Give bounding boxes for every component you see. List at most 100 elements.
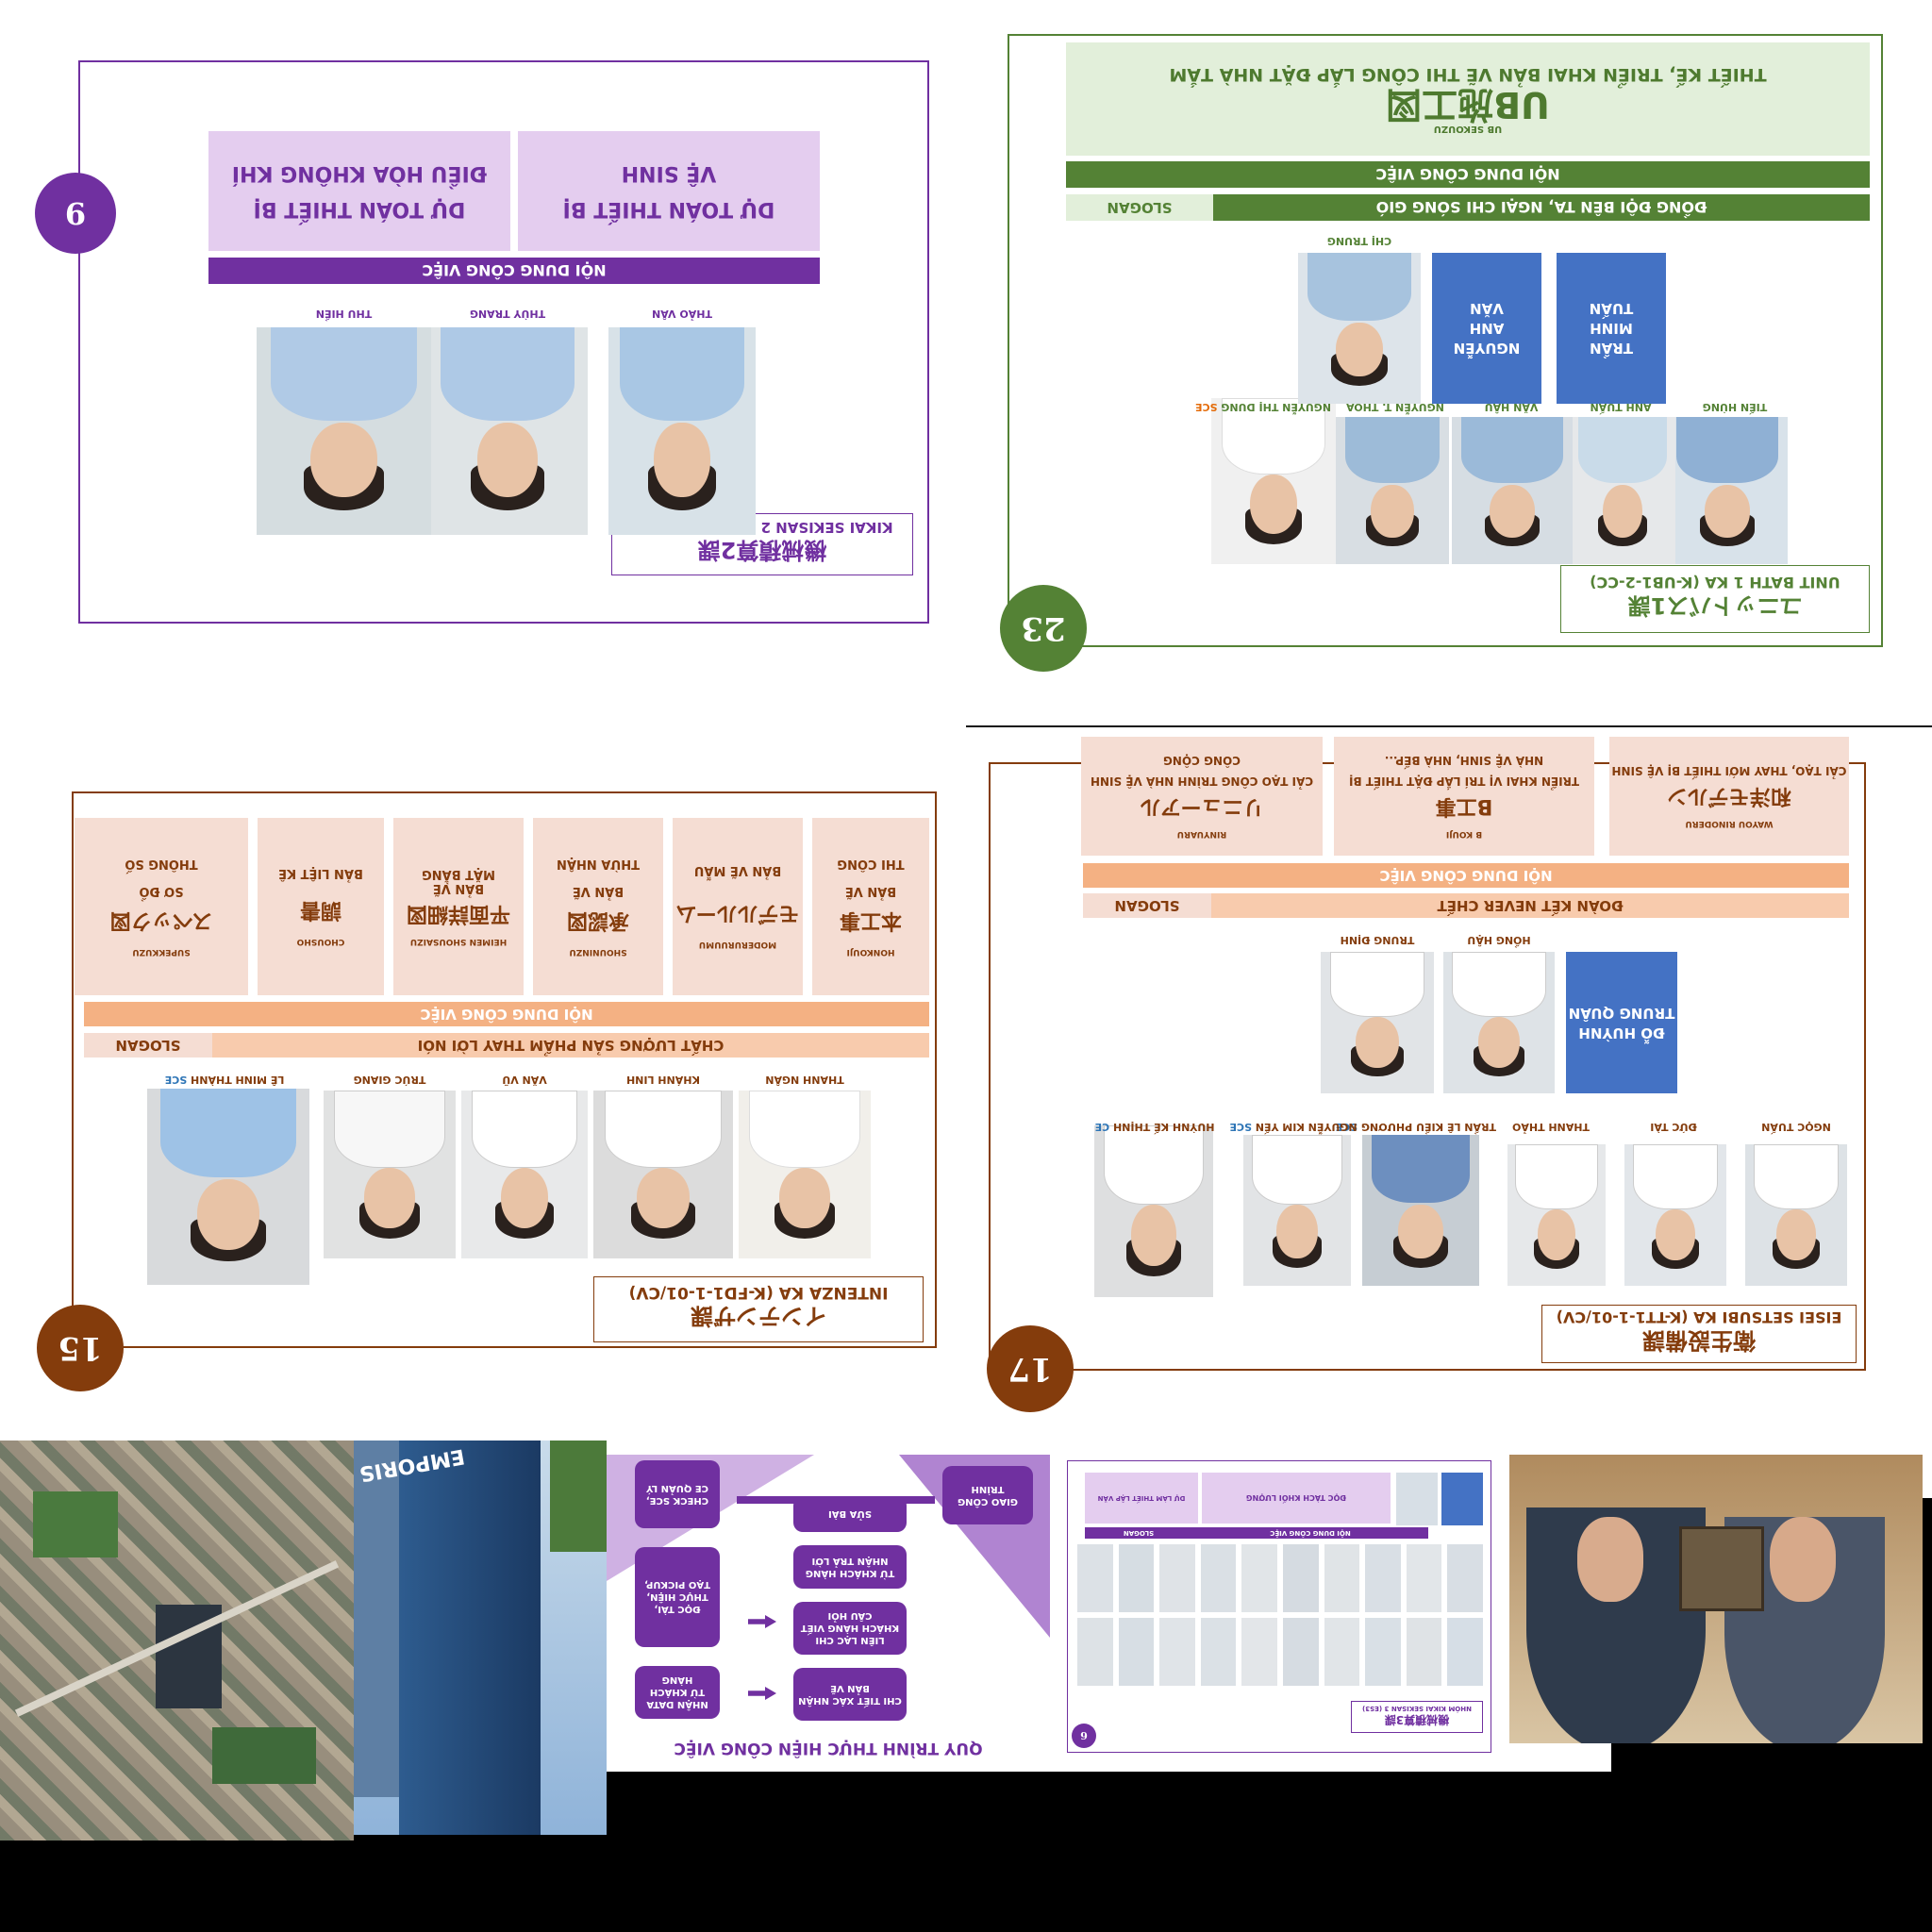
member-photo [1745, 1144, 1847, 1286]
tile-line: DỰ TOÁN THIẾT BỊ [562, 196, 775, 221]
title-banner: UB SEKOUZU UB施工図 THIẾT KẾ, TRIỂN KHAI BẢ… [1066, 42, 1870, 156]
slide-number-badge: 17 [987, 1325, 1074, 1412]
member-tag: SCE [1229, 1121, 1252, 1133]
mini-photo-grid [1077, 1544, 1483, 1686]
tile-romaji: RINYUARU [1176, 829, 1227, 839]
member-name: NGUYỄN KIM YẾN SCE [1223, 1121, 1364, 1133]
tile-jp: 調書 [300, 898, 342, 923]
member-photo [1570, 417, 1675, 564]
slogan-label: SLOGAN [1083, 893, 1211, 918]
tile-line: CÔNG CỘNG [1163, 754, 1241, 767]
task-tile: DỰ TOÁN THIẾT BỊ ĐIỀU HÒA KHÔNG KHÍ [208, 131, 510, 251]
task-tile: RINYUARU リニューアル CẢI TẠO CÔNG TRÌNH NHÀ V… [1081, 737, 1323, 856]
tile-line: MẶT BẰNG [422, 867, 495, 881]
leader-name: HỒNG HẬU [1467, 934, 1531, 946]
member-name: ĐỨC TÀI [1650, 1121, 1697, 1133]
arrow-icon [748, 1615, 776, 1628]
task-tile: WAYOU RINODERU 和洋モデルン CẢI TẠO, THAY MỚI … [1609, 737, 1849, 856]
leader-name: TRUNG ĐỊNH [1340, 934, 1415, 946]
tile-line: BẢN VẼ [572, 884, 625, 898]
task-tile: DỰ TOÁN THIẾT BỊ VỆ SINH [518, 131, 820, 251]
member-name-box: ĐỖ HUỲNH TRUNG QUÂN [1566, 952, 1677, 1093]
member-photo [324, 1091, 456, 1258]
mini-blue-box [1441, 1473, 1483, 1525]
work-content-bar: NỘI DUNG CÔNG VIỆC [84, 1002, 929, 1026]
department-romaji: NHÓM KIKAI SEKISAN 3 (ES3) [1362, 1705, 1472, 1713]
member-photo [1243, 1135, 1351, 1286]
tile-line: TRIỂN KHAI VỊ TRÍ LẮP ĐẶT THIẾT BỊ [1348, 774, 1580, 788]
mini-photo [1396, 1473, 1438, 1525]
box-line: NGUYỄN [1453, 340, 1521, 358]
mini-tile: DỰ LÀM THIẾT LẬP VĂN [1085, 1473, 1198, 1524]
tile-romaji: SHOUNINZU [569, 947, 627, 957]
tile-romaji: HEIMEN SHOUSAIZU [409, 937, 508, 946]
workflow-title: QUY TRÌNH THỰC HIỆN CÔNG VIỆC [674, 1739, 983, 1757]
department-jp: 衛生設備課 [1642, 1327, 1756, 1354]
tile-jp: モデルルーム [675, 901, 800, 925]
arrow-icon [748, 1687, 776, 1700]
box-line: ĐỖ HUỲNH [1578, 1024, 1665, 1041]
slide-number-badge: 15 [37, 1305, 124, 1391]
member-photo [739, 1091, 871, 1258]
leader-photo [1298, 253, 1421, 404]
slide-15: 15 インテンザ課 INTENZA KA (K-FD1-1-01/CV) THA… [37, 791, 937, 1391]
tile-line: THI CÔNG [837, 857, 905, 871]
member-photo [1452, 417, 1573, 564]
leader-name: CHỊ TRUNG [1326, 235, 1392, 247]
member-tag: SCE [1195, 401, 1218, 413]
department-romaji: EISEI SETSUBI KA (K-TT1-1-01/CV) [1556, 1308, 1842, 1326]
workflow-step: LIÊN LẠC CHI KHÁCH HÀNG VIẾT CÂU HỎI [793, 1602, 907, 1655]
task-tile: SUPEKKUZU スペック図 SƠ ĐỒ THÔNG SỐ [75, 818, 248, 995]
member-name: THU HIỀN [315, 308, 373, 320]
tile-line: NHÀ VỆ SINH, NHÀ BẾP... [1384, 754, 1544, 767]
task-tile: MODERURUUMU モデルルーム BẢN VẼ MẪU [673, 818, 803, 995]
aerial-city-photo [0, 1441, 354, 1840]
title-text: THIẾT KẾ, TRIỂN KHAI BẢN VẼ THI CÔNG LẮP… [1169, 63, 1767, 85]
arrow-icon [737, 1496, 935, 1504]
department-box: 衛生設備課 EISEI SETSUBI KA (K-TT1-1-01/CV) [1541, 1305, 1857, 1363]
slogan-bar: CHẤT LƯỢNG SẢN PHẨM THAY LỜI NÓI [212, 1033, 929, 1058]
department-jp: 機械積算2課 [697, 537, 827, 564]
member-photo [1624, 1144, 1726, 1286]
tile-line: VỆ SINH [621, 161, 717, 186]
department-jp: インテンザ課 [691, 1303, 826, 1330]
member-photo [1667, 417, 1788, 564]
workflow-step: CHECK SCE, CE QUẢN LÝ [635, 1460, 720, 1528]
tile-jp: B工事 [1435, 794, 1493, 818]
tile-jp: リニューアル [1140, 794, 1264, 818]
work-content-bar: NỘI DUNG CÔNG VIỆC [1192, 1527, 1428, 1539]
tile-line: DỰ TOÁN THIẾT BỊ [253, 196, 466, 221]
slide-number-badge: 6 [1072, 1724, 1096, 1748]
tile-jp: 平面詳細図 [407, 902, 511, 925]
tile-romaji: HONKOUJI [846, 947, 895, 957]
tile-line: BẢN VẼ [432, 881, 485, 895]
member-name-text: TRẦN LÊ KIỀU PHƯƠNG [1360, 1121, 1496, 1133]
department-romaji: UNIT BATH 1 KA (K-UB1-2-CC) [1590, 574, 1840, 591]
tile-jp: 本工事 [840, 908, 903, 932]
tower-photo: EMPORIS [354, 1441, 607, 1835]
box-line: MINH [1590, 320, 1633, 338]
tile-jp: スペック図 [109, 908, 213, 932]
member-photo [257, 327, 431, 535]
workflow-step: TỪ KHÁCH HÀNG NHẬN TRẢ LỜI [793, 1545, 907, 1589]
slogan-label: SLOGAN [84, 1033, 212, 1058]
tile-line: ĐIỀU HÒA KHÔNG KHÍ [231, 161, 488, 186]
member-name: THÙY TRANG [469, 308, 546, 320]
member-name: NGỌC TUẤN [1761, 1121, 1831, 1133]
workflow-step: ĐỌC TÀI, THỰC HIỆN, TẠO PICKUP, [635, 1547, 720, 1647]
slogan-label: SLOGAN [1066, 194, 1213, 221]
tile-jp: 承認図 [567, 908, 630, 932]
member-name-box: NGUYỄN ANH VĂN [1432, 253, 1541, 404]
department-box: ユニットバス1課 UNIT BATH 1 KA (K-UB1-2-CC) [1560, 565, 1870, 633]
member-name-text: HUỲNH KẾ THỊNH [1113, 1121, 1215, 1133]
member-photo [1362, 1135, 1479, 1286]
slogan-bar: ĐOÀN KẾT NEVER CHẾT [1211, 893, 1849, 918]
member-photo [593, 1091, 733, 1258]
member-name-text: LÊ MINH THÀNH [191, 1074, 285, 1086]
workflow-step: CHI TIẾT XÁC NHẬN BẢN VẼ [793, 1668, 907, 1721]
box-line: TRẦN [1590, 340, 1633, 358]
tile-romaji: MODERURUUMU [698, 940, 777, 950]
tile-line: CẢI TẠO CÔNG TRÌNH NHÀ VỆ SINH [1090, 774, 1314, 788]
title-romaji: UB SEKOUZU [1433, 124, 1503, 135]
